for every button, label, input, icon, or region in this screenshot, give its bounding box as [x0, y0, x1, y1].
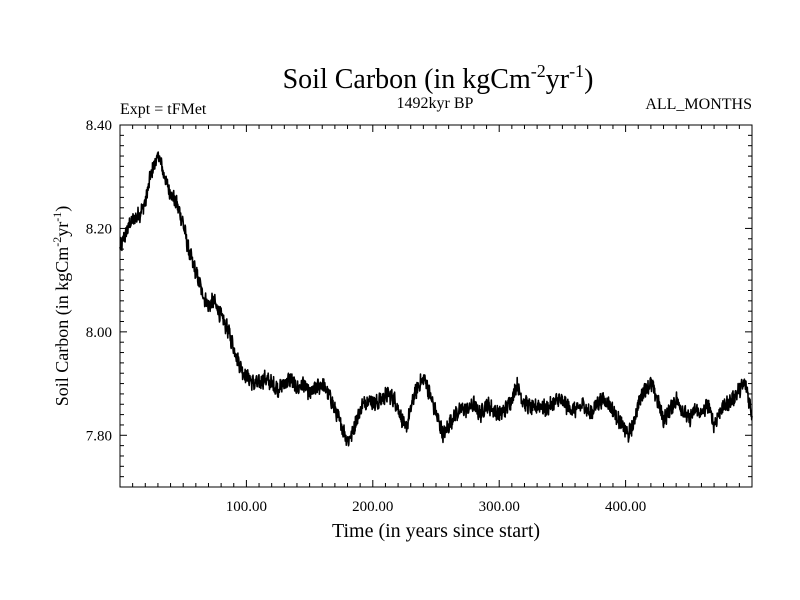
- x-axis-label: Time (in years since start): [332, 520, 540, 542]
- y-tick-label: 8.00: [86, 325, 112, 341]
- plot-frame: [119, 124, 753, 488]
- x-tick-label: 300.00: [479, 499, 520, 515]
- x-tick-label: 400.00: [605, 499, 646, 515]
- y-tick-label: 8.20: [86, 221, 112, 237]
- series-line: [119, 151, 753, 447]
- y-tick-labels: 7.80 8.00 8.20 8.40: [86, 118, 112, 444]
- y-tick-label: 8.40: [86, 118, 112, 134]
- x-tick-labels: 100.00 200.00 300.00 400.00: [226, 499, 646, 515]
- experiment-label: Expt = tFMet: [120, 101, 207, 118]
- y-axis-label: Soil Carbon (in kgCm-2yr-1): [50, 206, 73, 407]
- chart-title: Soil Carbon (in kgCm-2yr-1): [283, 61, 594, 95]
- axis-ticks: [120, 125, 752, 487]
- y-tick-label: 7.80: [86, 428, 112, 444]
- data-series: [119, 151, 753, 447]
- x-tick-label: 200.00: [352, 499, 393, 515]
- period-label: 1492kyr BP: [397, 95, 474, 112]
- months-label: ALL_MONTHS: [645, 96, 752, 113]
- x-tick-label: 100.00: [226, 499, 267, 515]
